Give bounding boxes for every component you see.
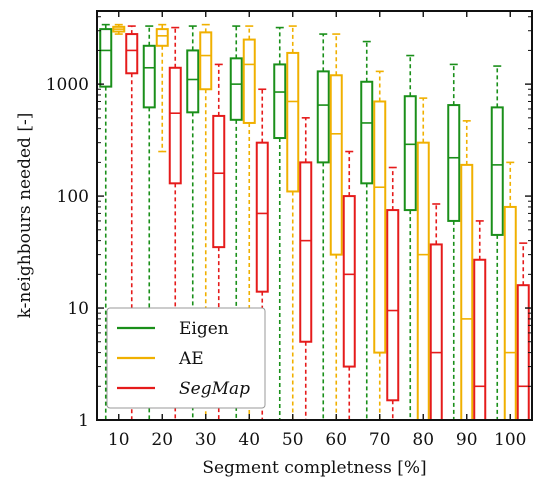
box-iqr [429, 243, 443, 421]
axis-ticks: 1 10 100 1000 10 20 30 40 50 60 70 80 90 100 [46, 11, 532, 450]
box-segmap-80 [429, 203, 443, 421]
legend: Eigen AE SegMap [106, 307, 266, 409]
box-segmap-70 [386, 166, 400, 421]
x-tick-label: 30 [195, 430, 217, 450]
box-iqr [155, 28, 169, 47]
x-tick-label: 80 [412, 430, 434, 450]
box-ae-10 [112, 23, 126, 35]
box-iqr [473, 258, 487, 422]
box-eigen-70 [360, 40, 374, 421]
box-iqr [186, 49, 200, 114]
box-eigen-60 [316, 33, 330, 421]
box-iqr [403, 95, 417, 212]
box-iqr [199, 31, 213, 91]
box-iqr [373, 100, 387, 354]
y-tick-label: 1000 [46, 75, 89, 95]
box-iqr [503, 205, 517, 421]
box-segmap-100 [516, 242, 530, 421]
box-iqr [329, 74, 343, 256]
box-eigen-100 [490, 65, 504, 421]
plot-frame [96, 10, 533, 421]
y-tick-label: 100 [57, 187, 89, 207]
box-ae-80 [416, 97, 430, 421]
x-tick-label: 70 [369, 430, 391, 450]
box-iqr [125, 33, 139, 75]
box-iqr [490, 106, 504, 236]
series-segmap [125, 25, 530, 422]
x-tick-label: 100 [494, 430, 526, 450]
box-iqr [447, 104, 461, 222]
box-iqr [212, 114, 226, 249]
box-segmap-90 [473, 220, 487, 422]
box-segmap-60 [342, 150, 356, 421]
box-iqr [460, 163, 474, 421]
box-ae-50 [286, 25, 300, 421]
box-iqr [142, 44, 156, 109]
x-tick-label: 10 [108, 430, 130, 450]
x-tick-label: 40 [238, 430, 260, 450]
box-iqr [229, 57, 243, 121]
box-iqr [168, 66, 182, 185]
box-iqr [299, 161, 313, 343]
legend-frame [106, 307, 266, 409]
box-eigen-90 [447, 63, 461, 421]
legend-entries: Eigen AE SegMap [117, 319, 250, 399]
y-axis-label: k-neighbours needed [-] [15, 113, 35, 319]
box-ae-70 [373, 70, 387, 421]
box-ae-90 [460, 120, 474, 421]
series-eigen [99, 23, 504, 421]
box-eigen-50 [273, 26, 287, 421]
legend-label-segmap: SegMap [179, 379, 250, 399]
x-tick-label: 60 [325, 430, 347, 450]
box-iqr [416, 141, 430, 421]
legend-label-ae: AE [178, 349, 204, 369]
y-tick-label: 10 [67, 299, 89, 319]
x-tick-label: 20 [151, 430, 173, 450]
box-eigen-80 [403, 54, 417, 421]
box-ae-100 [503, 161, 517, 421]
box-iqr [99, 28, 113, 88]
box-iqr [360, 80, 374, 185]
box-iqr [286, 51, 300, 193]
box-iqr [255, 141, 269, 293]
box-iqr [342, 195, 356, 368]
box-iqr [316, 70, 330, 164]
box-iqr [516, 284, 530, 421]
x-tick-label: 50 [282, 430, 304, 450]
legend-label-eigen: Eigen [179, 319, 229, 339]
box-ae-60 [329, 33, 343, 421]
x-axis-label: Segment completness [%] [202, 458, 426, 478]
box-iqr [273, 63, 287, 140]
box-segmap-50 [299, 117, 313, 421]
box-ae-20 [155, 23, 169, 153]
y-tick-label: 1 [78, 411, 89, 431]
box-iqr [242, 38, 256, 124]
box-iqr [386, 209, 400, 402]
x-tick-label: 90 [456, 430, 478, 450]
